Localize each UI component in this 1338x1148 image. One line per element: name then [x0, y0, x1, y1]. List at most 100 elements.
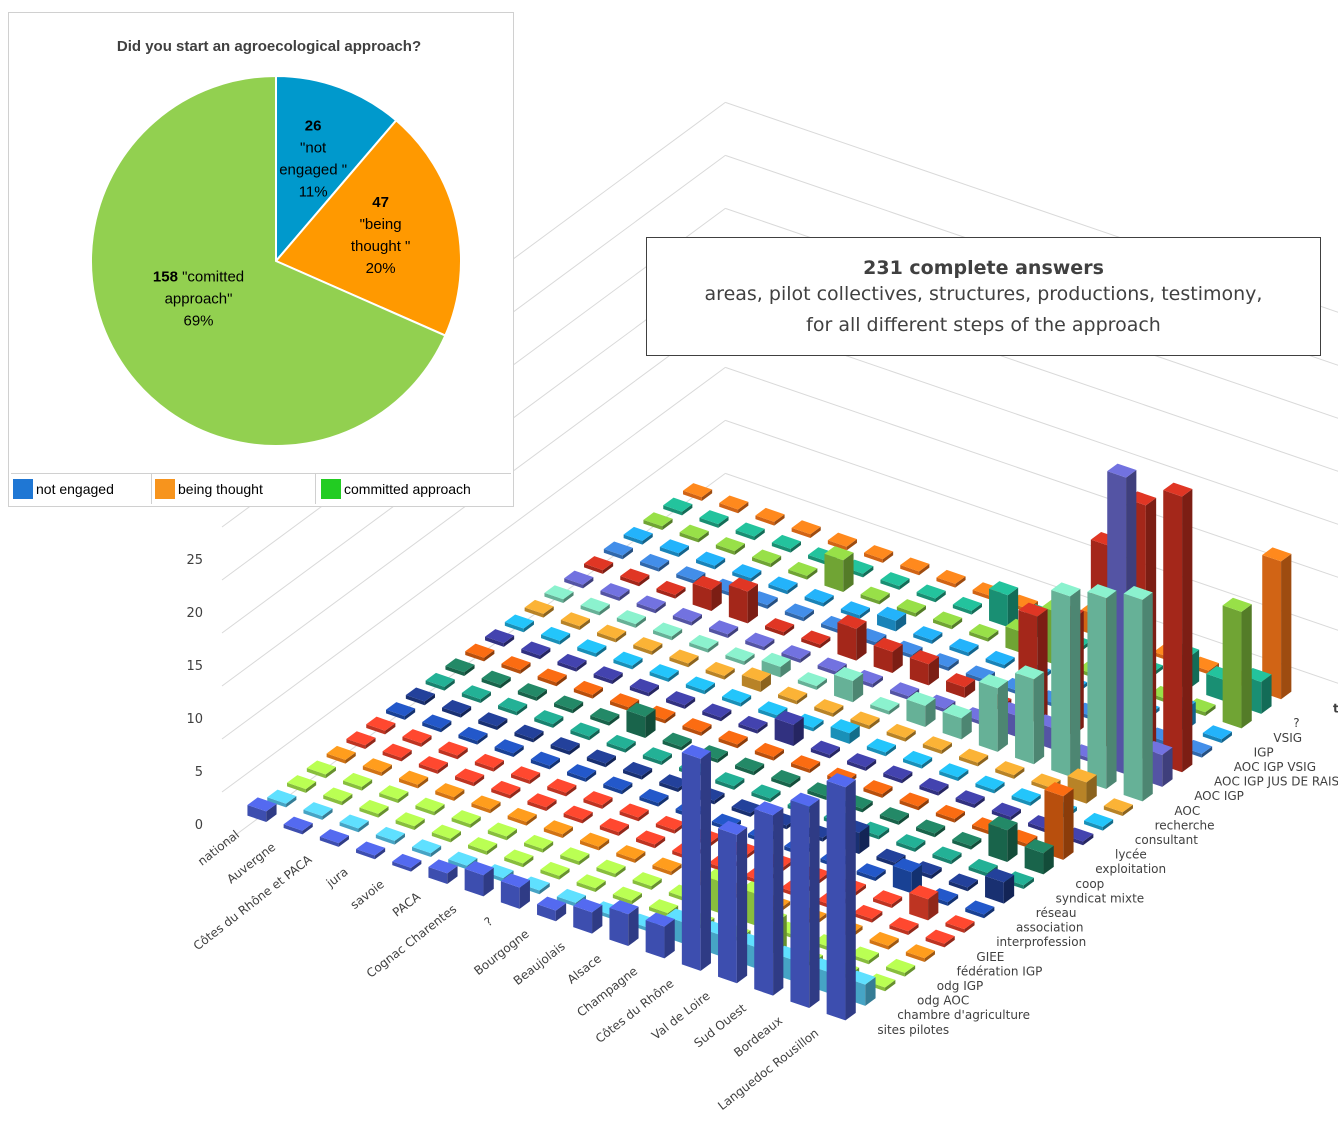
bar-side-face	[394, 833, 405, 845]
bar-top-face	[936, 569, 966, 584]
bar	[1103, 798, 1133, 817]
bar-side-face	[480, 691, 491, 704]
bar-top-face	[801, 630, 831, 645]
bar-top-face	[817, 657, 847, 672]
bar	[366, 716, 396, 735]
bar-front-face	[827, 540, 847, 551]
bar-side-face	[602, 797, 613, 809]
bar	[399, 770, 429, 789]
bar-front-face	[752, 557, 771, 568]
bar-side-face	[931, 867, 942, 879]
bar-front-face	[725, 654, 745, 666]
bar	[412, 839, 442, 858]
bar-top-face	[527, 793, 557, 808]
bar-top-face	[1044, 782, 1074, 797]
bar-front-face	[606, 742, 626, 753]
bar-side-face	[520, 662, 531, 674]
bar-side-face	[1007, 587, 1019, 628]
bar-front-face	[616, 852, 636, 863]
bar-top-face	[576, 874, 606, 889]
bar-top-face	[850, 711, 880, 726]
bar-top-face	[949, 638, 979, 653]
bar	[925, 929, 955, 948]
bar-side-face	[490, 801, 501, 814]
bar-front-face	[689, 642, 709, 653]
bar-side-face	[569, 743, 580, 755]
bar-side-face	[1014, 767, 1025, 779]
bar-top-face	[679, 524, 709, 539]
bar-top-face	[863, 780, 893, 795]
bar-side-face	[583, 577, 594, 589]
bar	[619, 803, 649, 822]
bar	[889, 917, 919, 936]
bar	[771, 534, 801, 553]
bar	[900, 557, 930, 576]
bar-front-face	[247, 804, 267, 823]
bar	[612, 886, 642, 905]
bar-top-face	[735, 522, 765, 537]
y-tick-label: fédération IGP	[957, 964, 1043, 978]
bar-side-face	[286, 796, 297, 808]
bar-top-face	[356, 841, 386, 856]
bar	[626, 702, 656, 739]
bar-top-face	[379, 785, 409, 800]
bar-top-face	[939, 763, 969, 778]
bar-side-face	[711, 582, 722, 612]
bar-side-face	[417, 777, 429, 789]
bar-top-face	[422, 714, 452, 729]
bar	[613, 651, 643, 670]
bar-front-face	[949, 646, 969, 657]
bar-front-face	[890, 689, 909, 701]
bar-side-face	[305, 781, 317, 793]
bar-top-face	[573, 680, 603, 695]
bar-top-face	[455, 768, 485, 783]
bar-top-face	[876, 848, 906, 863]
bar-side-face	[658, 795, 669, 807]
bar-top-face	[636, 595, 666, 610]
bar	[346, 731, 376, 750]
bar-front-face	[541, 634, 560, 645]
bar-top-face	[869, 931, 899, 946]
bar-front-face	[500, 881, 520, 909]
bar-front-face	[791, 762, 810, 774]
bar-top-face	[1123, 585, 1153, 601]
bar-side-face	[1122, 804, 1133, 817]
bar-front-face	[623, 534, 643, 545]
bar-side-face	[1043, 845, 1054, 875]
bar-top-face	[1024, 839, 1054, 854]
bar	[754, 742, 784, 761]
bar-top-face	[830, 719, 860, 734]
bar-top-face	[903, 750, 933, 765]
bar-front-face	[837, 622, 857, 661]
bar	[945, 915, 975, 933]
bar-top-face	[659, 774, 689, 789]
y-tick-label: interprofession	[996, 935, 1086, 949]
bar-top-face	[448, 851, 478, 866]
bar-side-face	[734, 778, 745, 790]
bar	[455, 768, 485, 787]
z-tick-label: 0	[195, 818, 203, 833]
gridline	[221, 419, 726, 793]
bar-front-face	[692, 583, 712, 612]
bar	[451, 810, 481, 828]
bar-side-face	[500, 677, 511, 689]
bar	[853, 904, 883, 923]
bar-front-face	[662, 740, 682, 751]
bar	[616, 845, 646, 863]
bar-side-face	[829, 747, 840, 759]
bar-front-face	[909, 892, 929, 921]
bar-top-face	[524, 599, 554, 614]
bar-top-face	[738, 715, 768, 730]
bar-front-face	[346, 738, 366, 750]
bar-side-face	[513, 745, 524, 758]
pie-slice-labels: 26 "not engaged " 11%47 "being thought " 20% 15…	[153, 117, 410, 329]
bar	[870, 696, 900, 715]
bar-side-face	[631, 893, 642, 905]
bar-side-face	[599, 604, 610, 616]
bar-top-face	[853, 904, 883, 919]
bar-side-face	[862, 801, 873, 813]
bar	[616, 610, 646, 628]
bar-top-face	[955, 790, 985, 805]
bar-front-face	[576, 881, 596, 893]
y-tick-label: testimony	[1333, 702, 1338, 716]
